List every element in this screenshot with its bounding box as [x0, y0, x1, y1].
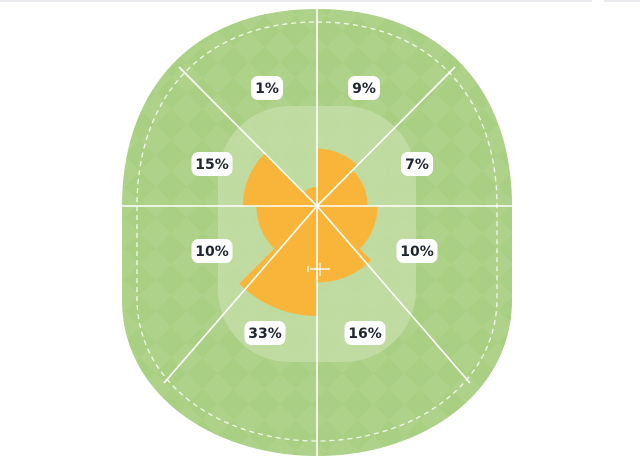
zone-wedge — [317, 148, 358, 206]
crease-marks — [307, 263, 330, 276]
zone-lines — [122, 9, 512, 456]
zone-label-text: 16% — [348, 326, 382, 342]
zone-label: 10% — [396, 239, 438, 263]
zone-label: 10% — [191, 239, 233, 263]
zone-wedge — [317, 206, 372, 283]
zone-label-text: 1% — [255, 81, 279, 97]
zone-label: 15% — [191, 152, 233, 176]
zone-label: 9% — [348, 76, 380, 100]
zone-label-text: 10% — [195, 244, 229, 260]
zone-line — [316, 66, 456, 207]
zone-label: 1% — [251, 76, 283, 100]
zone-line — [316, 205, 471, 384]
zone-label: 33% — [244, 321, 286, 345]
zone-label-text: 15% — [195, 157, 229, 173]
zone-wedge — [303, 186, 317, 206]
zone-wedge — [317, 206, 378, 249]
zone-label: 16% — [344, 321, 386, 345]
zone-label-text: 33% — [248, 326, 282, 342]
top-divider — [0, 0, 640, 4]
zone-wedge — [317, 170, 368, 206]
zone-line — [163, 205, 318, 384]
zone-label-text: 7% — [405, 157, 429, 173]
zone-label: 7% — [401, 152, 433, 176]
zone-label-text: 10% — [400, 244, 434, 260]
zone-labels: 9% 7% 10% 16% 33% 10% 15% 1% — [191, 76, 438, 345]
zone-wedge — [256, 206, 317, 249]
zone-wedge — [242, 153, 317, 206]
zone-label-text: 9% — [352, 81, 376, 97]
zone-wedge — [239, 206, 317, 317]
wedges — [239, 148, 378, 317]
zone-line — [178, 66, 318, 207]
